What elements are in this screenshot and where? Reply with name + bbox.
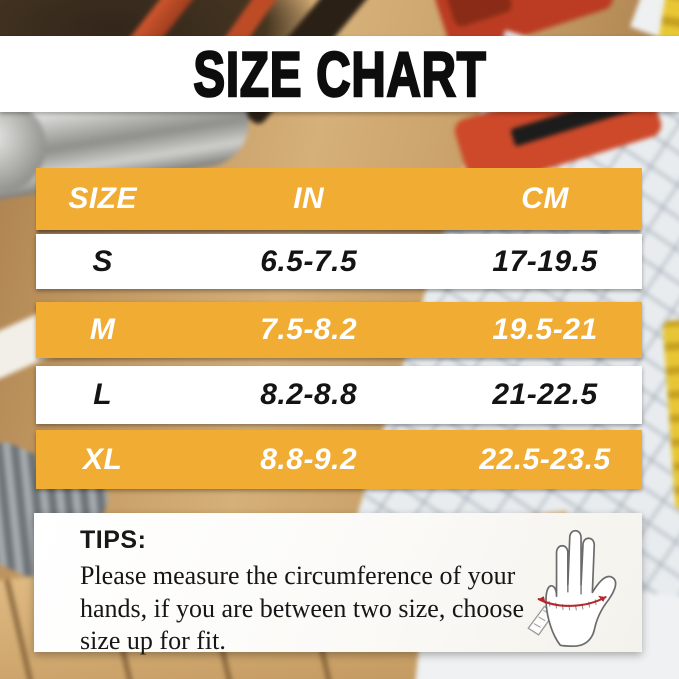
cm-value: 21-22.5 [492, 378, 598, 411]
inches-value: 7.5-8.2 [260, 313, 358, 346]
title-band: SIZE CHART [0, 36, 679, 112]
cm-value: 22.5-23.5 [479, 442, 611, 476]
tips-heading: TIPS: [80, 526, 147, 554]
cm-value: 19.5-21 [492, 313, 598, 346]
column-header-cm: CM [521, 182, 569, 215]
inches-value: 8.8-9.2 [260, 442, 358, 476]
size-value: XL [82, 442, 123, 476]
table-header-row: SIZE IN CM [36, 168, 642, 230]
table-row-m: M 7.5-8.2 19.5-21 [36, 302, 642, 358]
tips-body-text: Please measure the circumference of your… [80, 561, 525, 655]
table-row-s: S 6.5-7.5 17-19.5 [36, 234, 642, 289]
size-table: SIZE IN CM S 6.5-7.5 17-19.5 M 7.5-8.2 1… [36, 168, 642, 489]
size-value: S [92, 244, 113, 278]
table-row-l: L 8.2-8.8 21-22.5 [36, 366, 642, 424]
table-row-xl: XL 8.8-9.2 22.5-23.5 [36, 430, 642, 489]
inches-value: 6.5-7.5 [260, 244, 358, 278]
size-value: M [89, 313, 116, 346]
hand-measure-icon [526, 517, 638, 649]
column-header-in: IN [293, 182, 325, 215]
page-title: SIZE CHART [192, 38, 487, 109]
cm-value: 17-19.5 [492, 244, 598, 278]
column-header-size: SIZE [68, 182, 137, 215]
tips-box: TIPS: Please measure the circumference o… [34, 513, 642, 655]
size-value: L [93, 378, 113, 411]
inches-value: 8.2-8.8 [260, 378, 358, 411]
